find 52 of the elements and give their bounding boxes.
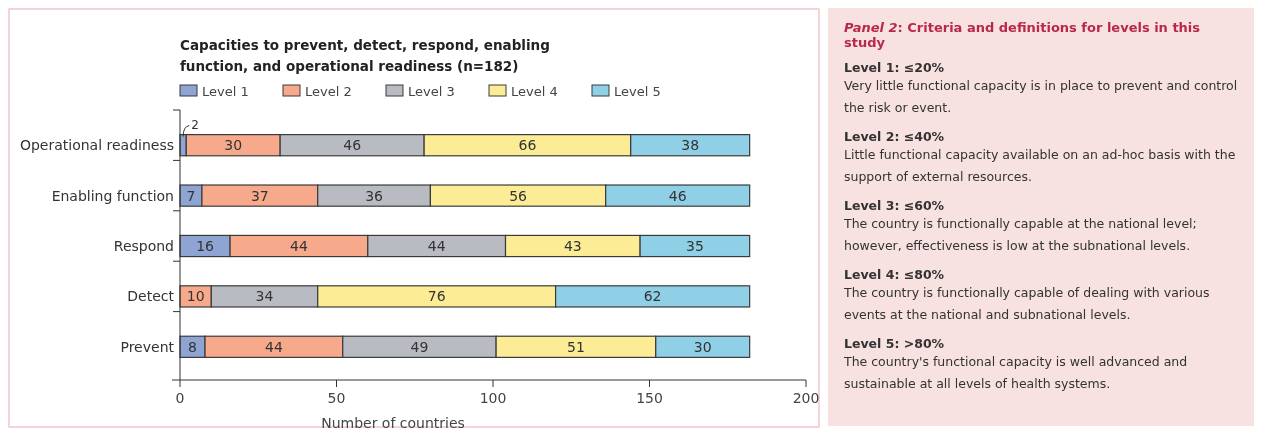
data-label: 30 — [224, 137, 243, 154]
x-tick-label: 50 — [327, 390, 346, 406]
x-tick-label: 150 — [636, 390, 663, 406]
text: The country is functionally capable at the national level; however, effectiveness is low at the subnational levels. — [844, 215, 1198, 255]
data-label: 44 — [264, 338, 283, 355]
data-label: 46 — [668, 187, 687, 204]
legend-label: Level 2 — [305, 84, 352, 99]
data-label: 34 — [255, 288, 274, 305]
x-tick-label: 0 — [175, 390, 185, 406]
data-label: 76 — [427, 288, 446, 305]
data-label: 44 — [427, 238, 446, 254]
text: Panel 2: Criteria and definitions for levels in this study — [844, 20, 1202, 50]
x-tick-label: 200 — [792, 390, 820, 406]
chart-title: Capacities to prevent, detect, respond, enabling function, and operational readiness (n=182) — [180, 37, 550, 74]
legend-label: Level 3 — [408, 84, 455, 99]
text: Level 3: ≤60% — [844, 198, 946, 213]
data-label: 51 — [567, 338, 585, 355]
data-label: 7 — [186, 187, 196, 204]
data-label: 43 — [563, 238, 582, 254]
text: Level 2: ≤40% — [844, 129, 946, 144]
text: Very little functional capacity is in place to prevent and control the risk or event. — [844, 77, 1238, 117]
data-label: 38 — [681, 137, 700, 154]
text: Level 5: >80% — [844, 336, 946, 351]
text: Little functional capacity available on an ad-hoc basis with the support of external resources. — [844, 146, 1237, 186]
legend-label: Level 5 — [614, 84, 661, 99]
x-tick-label: 100 — [479, 390, 507, 406]
x-axis-title: Number of countries — [321, 415, 465, 431]
y-tick-label: Respond — [113, 238, 174, 254]
data-label: 37 — [250, 187, 269, 204]
data-label: 44 — [290, 238, 308, 254]
data-label: 49 — [410, 338, 429, 355]
y-tick-label: Enabling function — [51, 187, 174, 204]
text: Level 4: ≤80% — [844, 267, 946, 282]
legend-label: Level 1 — [202, 84, 249, 99]
data-label: 46 — [343, 137, 362, 154]
text: The country is functionally capable of dealing with various events at the national and subnational levels. — [844, 284, 1211, 324]
text: Level 1: ≤20% — [844, 60, 946, 75]
data-label: 56 — [509, 187, 528, 204]
data-label: 8 — [188, 338, 197, 355]
data-label: 2 — [191, 117, 199, 132]
y-tick-label: Detect — [127, 288, 175, 305]
data-label: 36 — [365, 187, 384, 204]
legend-label: Level 4 — [511, 84, 558, 99]
data-label: 16 — [196, 238, 215, 254]
data-label: 35 — [685, 238, 704, 254]
data-label: 30 — [693, 338, 712, 355]
text: The country's functional capacity is well advanced and sustainable at all levels of health systems. — [844, 353, 1189, 393]
data-label: 66 — [518, 137, 537, 154]
data-label: 62 — [643, 288, 662, 305]
y-tick-label: Operational readiness — [19, 137, 174, 154]
data-label: 10 — [186, 288, 205, 305]
y-tick-label: Prevent — [120, 338, 175, 355]
